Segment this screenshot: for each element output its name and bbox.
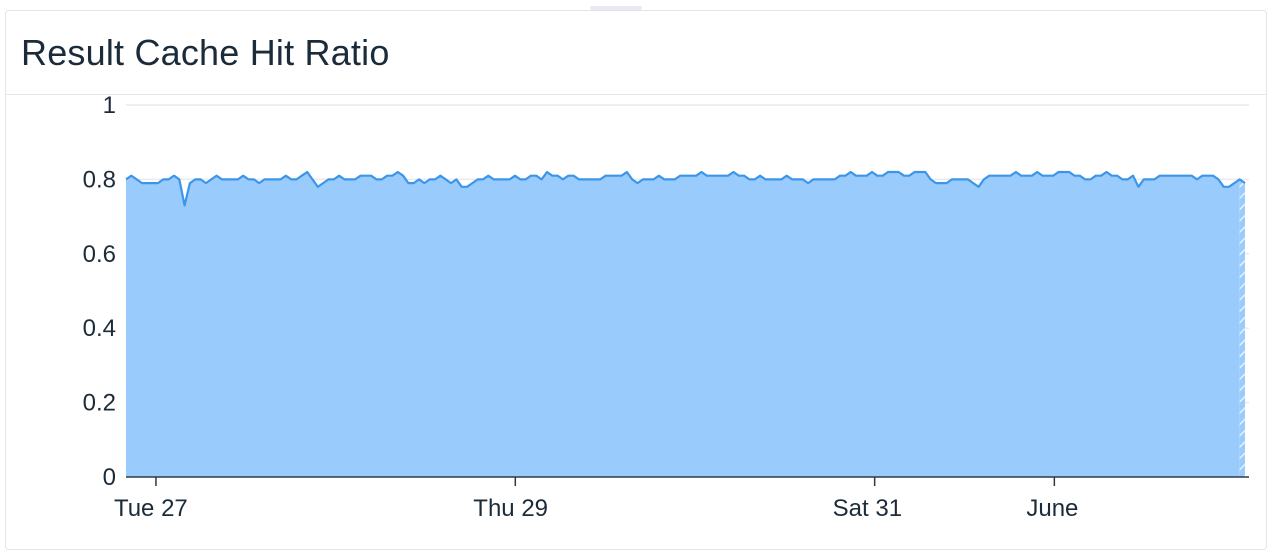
y-tick-label: 0.4 [83,315,116,342]
y-tick-label: 0.6 [83,241,116,268]
y-tick-label: 0.8 [83,166,116,193]
x-tick-label: Thu 29 [473,495,548,522]
area-layer [125,170,1246,477]
y-tick-label: 0.2 [83,390,116,417]
widget-title: Result Cache Hit Ratio [21,32,390,73]
x-tick-label: Sat 31 [833,495,902,522]
x-axis-labels: Tue 27 Thu 29 Sat 31 June [114,495,1078,522]
x-tick-label: Tue 27 [114,495,188,522]
y-tick-label: 1 [103,92,116,119]
series-area [126,172,1240,477]
x-tick-label: June [1026,495,1078,522]
axis-layer [126,476,1249,486]
partial-interval-area [1239,179,1245,477]
y-tick-label: 0 [103,464,116,491]
widget-header: Result Cache Hit Ratio [6,11,1266,95]
y-axis-labels: 0 0.2 0.4 0.6 0.8 1 [83,92,116,491]
widget-drag-handle[interactable] [590,6,642,10]
series-line [125,170,1246,207]
